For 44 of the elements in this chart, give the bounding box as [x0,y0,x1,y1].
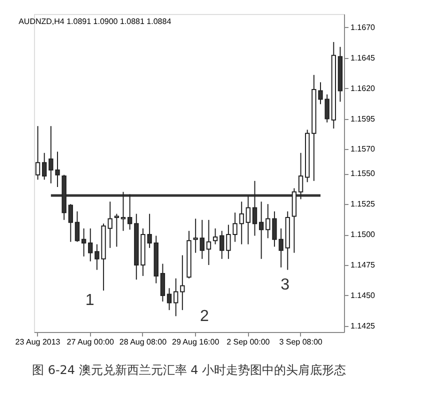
chart-title: AUDNZD,H4 1.0891 1.0900 1.0881 1.0884 [18,17,172,26]
candlestick [81,228,86,257]
y-tick-label: 1.1570 [350,144,376,154]
y-tick-label: 1.1450 [350,290,376,300]
annotation: 2 [200,308,210,326]
y-tick-label: 1.1475 [350,260,376,270]
x-tick-label: 23 Aug 2013 [15,338,61,346]
x-tick-label: 2 Sep 00:00 [226,338,270,346]
x-tick-label: 28 Aug 08:00 [119,338,168,346]
candlestick [266,204,270,239]
y-tick-label: 1.1550 [350,169,376,178]
annotation: 3 [280,276,290,294]
candlestick [212,228,218,245]
y-tick-label: 1.1645 [350,53,376,62]
candlestick [193,218,198,254]
y-tick-label: 1.1670 [350,22,376,32]
candlestick [68,204,74,242]
candlestick [120,191,126,232]
y-tick-label: 1.1425 [350,321,376,330]
candlestick [220,230,224,260]
candlestick [108,201,112,248]
candlestick [206,219,212,266]
candlestick [74,210,80,242]
candlestick [160,263,166,302]
candlestick [42,152,47,180]
candlestick [174,278,178,317]
candlestick [298,152,304,200]
y-tick-label: 1.1620 [350,84,376,93]
x-tick-label: 3 Sep 08:00 [279,338,323,346]
x-tick-label: 27 Aug 00:00 [66,338,115,346]
candlestick [246,195,251,245]
y-tick-label: 1.1525 [350,200,376,209]
annotation: 1 [85,292,94,310]
candlestick [258,201,264,260]
candlestick [114,213,120,248]
candlestick [180,254,185,311]
candlestick [200,219,204,260]
caption: 图 6-24 澳元兑新西兰元汇率 4 小时走势图中的头肩底形态 [32,363,346,377]
y-tick-label: 1.1595 [350,114,376,124]
candlestick [35,126,40,180]
x-tick-label: 29 Aug 16:00 [172,338,220,346]
y-tick-label: 1.1500 [350,230,376,240]
candlestick [166,288,172,311]
candlestick [88,228,93,262]
